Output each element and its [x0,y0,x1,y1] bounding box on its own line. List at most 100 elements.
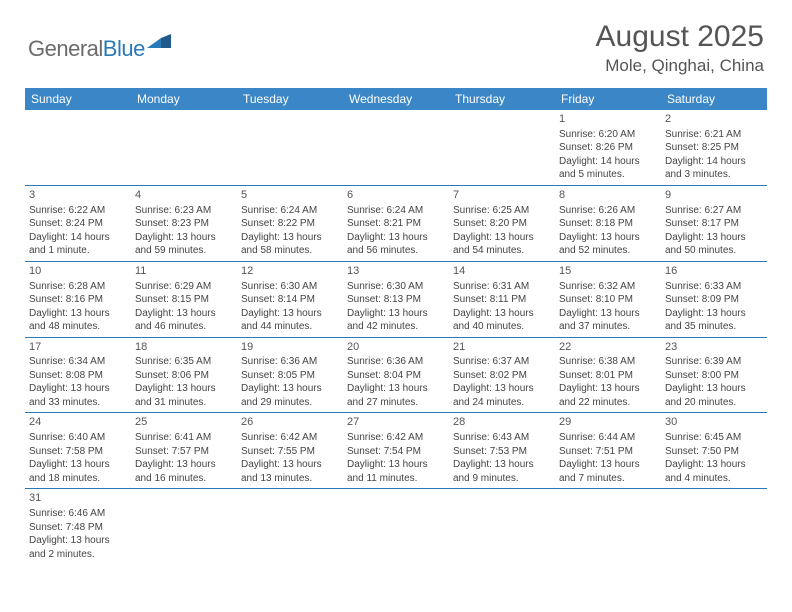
sunset-text: Sunset: 8:17 PM [665,217,763,231]
calendar-day-cell [449,110,555,185]
calendar-day-cell: 23Sunrise: 6:39 AMSunset: 8:00 PMDayligh… [661,337,767,413]
sunset-text: Sunset: 8:05 PM [241,369,339,383]
sunrise-text: Sunrise: 6:42 AM [347,431,445,445]
calendar-day-cell: 18Sunrise: 6:35 AMSunset: 8:06 PMDayligh… [131,337,237,413]
calendar-day-cell: 20Sunrise: 6:36 AMSunset: 8:04 PMDayligh… [343,337,449,413]
daylight-text: and 44 minutes. [241,320,339,334]
daylight-text: Daylight: 13 hours [347,231,445,245]
daylight-text: and 27 minutes. [347,396,445,410]
daylight-text: Daylight: 13 hours [665,458,763,472]
sunrise-text: Sunrise: 6:45 AM [665,431,763,445]
sunset-text: Sunset: 8:22 PM [241,217,339,231]
sunset-text: Sunset: 8:20 PM [453,217,551,231]
daylight-text: and 52 minutes. [559,244,657,258]
day-number: 30 [665,415,763,430]
calendar-day-cell [237,489,343,564]
calendar-day-cell: 6Sunrise: 6:24 AMSunset: 8:21 PMDaylight… [343,185,449,261]
day-number: 20 [347,340,445,355]
calendar-day-cell: 9Sunrise: 6:27 AMSunset: 8:17 PMDaylight… [661,185,767,261]
calendar-day-cell [131,489,237,564]
title-block: August 2025 Mole, Qinghai, China [596,20,764,76]
logo-text: GeneralBlue [28,36,145,62]
day-number: 17 [29,340,127,355]
calendar-day-cell: 25Sunrise: 6:41 AMSunset: 7:57 PMDayligh… [131,413,237,489]
day-number: 7 [453,188,551,203]
sunset-text: Sunset: 8:25 PM [665,141,763,155]
daylight-text: and 42 minutes. [347,320,445,334]
daylight-text: Daylight: 13 hours [665,231,763,245]
daylight-text: Daylight: 13 hours [29,534,127,548]
sunrise-text: Sunrise: 6:37 AM [453,355,551,369]
daylight-text: and 56 minutes. [347,244,445,258]
daylight-text: and 20 minutes. [665,396,763,410]
daylight-text: Daylight: 13 hours [453,231,551,245]
sunrise-text: Sunrise: 6:30 AM [241,280,339,294]
calendar-day-cell: 24Sunrise: 6:40 AMSunset: 7:58 PMDayligh… [25,413,131,489]
day-number: 24 [29,415,127,430]
daylight-text: Daylight: 14 hours [665,155,763,169]
sunset-text: Sunset: 8:04 PM [347,369,445,383]
calendar-week-row: 1Sunrise: 6:20 AMSunset: 8:26 PMDaylight… [25,110,767,185]
sunrise-text: Sunrise: 6:23 AM [135,204,233,218]
daylight-text: and 50 minutes. [665,244,763,258]
daylight-text: Daylight: 13 hours [453,307,551,321]
sunrise-text: Sunrise: 6:28 AM [29,280,127,294]
calendar-table: SundayMondayTuesdayWednesdayThursdayFrid… [25,88,767,564]
sunrise-text: Sunrise: 6:38 AM [559,355,657,369]
daylight-text: Daylight: 13 hours [29,382,127,396]
sunset-text: Sunset: 8:09 PM [665,293,763,307]
calendar-day-cell: 5Sunrise: 6:24 AMSunset: 8:22 PMDaylight… [237,185,343,261]
sunset-text: Sunset: 8:24 PM [29,217,127,231]
sunrise-text: Sunrise: 6:22 AM [29,204,127,218]
sunset-text: Sunset: 7:57 PM [135,445,233,459]
sunrise-text: Sunrise: 6:20 AM [559,128,657,142]
day-number: 26 [241,415,339,430]
day-number: 25 [135,415,233,430]
sunrise-text: Sunrise: 6:35 AM [135,355,233,369]
calendar-day-cell: 21Sunrise: 6:37 AMSunset: 8:02 PMDayligh… [449,337,555,413]
sunrise-text: Sunrise: 6:36 AM [347,355,445,369]
weekday-header: Thursday [449,88,555,110]
daylight-text: Daylight: 13 hours [29,307,127,321]
weekday-header: Friday [555,88,661,110]
daylight-text: and 31 minutes. [135,396,233,410]
daylight-text: and 1 minute. [29,244,127,258]
daylight-text: Daylight: 13 hours [559,382,657,396]
sunset-text: Sunset: 8:16 PM [29,293,127,307]
sunset-text: Sunset: 8:26 PM [559,141,657,155]
daylight-text: and 48 minutes. [29,320,127,334]
sunset-text: Sunset: 8:14 PM [241,293,339,307]
calendar-day-cell: 2Sunrise: 6:21 AMSunset: 8:25 PMDaylight… [661,110,767,185]
day-number: 13 [347,264,445,279]
sunrise-text: Sunrise: 6:26 AM [559,204,657,218]
daylight-text: and 13 minutes. [241,472,339,486]
daylight-text: and 29 minutes. [241,396,339,410]
daylight-text: and 35 minutes. [665,320,763,334]
daylight-text: Daylight: 13 hours [135,231,233,245]
calendar-day-cell: 10Sunrise: 6:28 AMSunset: 8:16 PMDayligh… [25,261,131,337]
calendar-day-cell: 14Sunrise: 6:31 AMSunset: 8:11 PMDayligh… [449,261,555,337]
day-number: 22 [559,340,657,355]
daylight-text: Daylight: 13 hours [559,307,657,321]
calendar-day-cell: 8Sunrise: 6:26 AMSunset: 8:18 PMDaylight… [555,185,661,261]
sunrise-text: Sunrise: 6:42 AM [241,431,339,445]
daylight-text: and 59 minutes. [135,244,233,258]
daylight-text: Daylight: 13 hours [241,231,339,245]
day-number: 31 [29,491,127,506]
calendar-header-row: SundayMondayTuesdayWednesdayThursdayFrid… [25,88,767,110]
logo-text-blue: Blue [103,36,145,61]
daylight-text: and 22 minutes. [559,396,657,410]
calendar-day-cell: 3Sunrise: 6:22 AMSunset: 8:24 PMDaylight… [25,185,131,261]
daylight-text: and 7 minutes. [559,472,657,486]
daylight-text: Daylight: 13 hours [347,307,445,321]
calendar-day-cell [131,110,237,185]
daylight-text: Daylight: 13 hours [453,458,551,472]
day-number: 8 [559,188,657,203]
daylight-text: Daylight: 13 hours [347,382,445,396]
daylight-text: and 37 minutes. [559,320,657,334]
daylight-text: and 40 minutes. [453,320,551,334]
sunrise-text: Sunrise: 6:40 AM [29,431,127,445]
day-number: 3 [29,188,127,203]
daylight-text: and 16 minutes. [135,472,233,486]
calendar-day-cell: 16Sunrise: 6:33 AMSunset: 8:09 PMDayligh… [661,261,767,337]
